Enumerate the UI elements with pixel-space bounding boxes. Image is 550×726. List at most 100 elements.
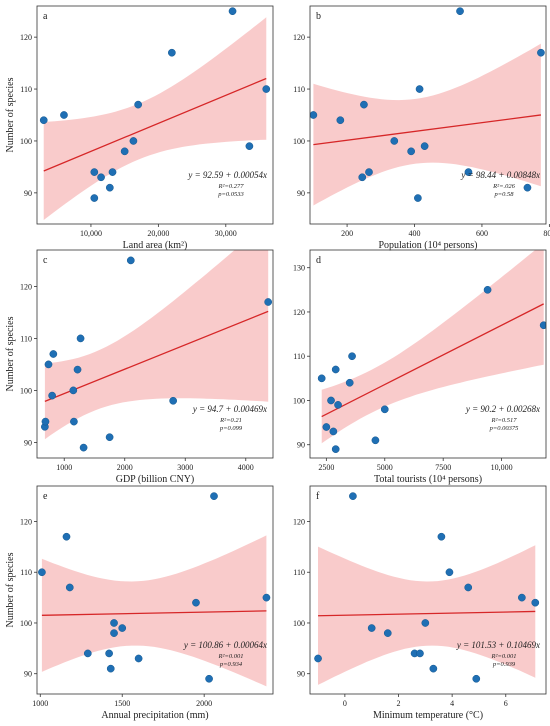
- panel-letter: c: [43, 255, 48, 266]
- panel-b: 200 400 600 800 90 100 110 120 b Population (10⁴ …: [293, 5, 550, 251]
- panel-letter: d: [316, 255, 321, 266]
- data-point: [38, 568, 46, 577]
- data-point: [168, 48, 176, 57]
- x-tick-label: 2500: [318, 463, 334, 472]
- y-tick-label: 120: [293, 308, 305, 317]
- x-tick-label: 1500: [114, 699, 130, 708]
- r-squared: R²=0.001: [491, 653, 517, 660]
- data-point: [310, 111, 318, 119]
- x-tick-label: 30,000: [215, 229, 237, 238]
- data-point: [336, 116, 345, 125]
- data-point: [348, 352, 356, 361]
- panel-d: 2500 5000 7500 10,000 90 100 110 120 130 d Total t…: [293, 249, 547, 485]
- x-axis-label: Minimum temperature (°C): [373, 710, 483, 721]
- regression-equation: y = 94.7 + 0.00469x: [192, 404, 267, 414]
- data-point: [205, 674, 213, 683]
- plot-frame: [309, 249, 547, 459]
- x-axis-label: Population (10⁴ persons): [378, 240, 477, 251]
- data-point: [134, 100, 142, 109]
- y-tick-label: 100: [293, 137, 305, 146]
- x-tick-label: 200: [341, 229, 353, 238]
- x-tick-label: 7500: [435, 463, 451, 472]
- x-tick-label: 20,000: [147, 229, 169, 238]
- data-point: [105, 433, 114, 442]
- data-point: [108, 168, 117, 176]
- data-point: [97, 173, 105, 182]
- plot-frame: [36, 485, 274, 695]
- r-squared: R²=0.001: [218, 653, 244, 660]
- y-tick-label: 90: [24, 438, 32, 447]
- data-point: [345, 378, 354, 387]
- data-point: [464, 168, 473, 176]
- r-squared: R²=0.277: [218, 183, 245, 190]
- data-point: [531, 598, 540, 607]
- regression-line: [44, 310, 269, 402]
- data-point: [420, 142, 429, 150]
- data-point: [483, 285, 492, 294]
- x-tick-label: 0: [343, 699, 347, 708]
- confidence-band: [318, 545, 536, 685]
- data-point: [169, 396, 178, 405]
- x-tick-label: 3000: [177, 463, 193, 472]
- data-point: [456, 7, 464, 16]
- data-point: [105, 183, 114, 192]
- data-point: [44, 360, 53, 369]
- regression-equation: y = 92.59 + 0.00054x: [187, 170, 267, 180]
- x-tick-label: 4000: [238, 463, 254, 472]
- data-point: [523, 183, 532, 192]
- data-point: [358, 173, 367, 182]
- panel-a: 10,000 20,000 30,000 90 100 110 120 a Land area …: [5, 5, 274, 251]
- confidence-band: [43, 17, 267, 220]
- x-tick-label: 1000: [56, 463, 72, 472]
- regression-line: [321, 303, 544, 418]
- data-point: [349, 492, 357, 500]
- data-point: [192, 598, 200, 607]
- regression-equation: y = 101.53 + 0.10469x: [456, 640, 540, 650]
- x-tick-label: 10,000: [80, 229, 102, 238]
- plot-area-d: [317, 250, 546, 453]
- regression-line: [43, 77, 267, 172]
- r-squared: R²=0.517: [491, 417, 518, 424]
- data-point: [314, 654, 322, 663]
- data-point: [110, 619, 118, 627]
- data-point: [110, 629, 118, 637]
- data-point: [414, 194, 422, 202]
- x-tick-label: 6: [504, 699, 508, 708]
- y-tick-label: 120: [293, 33, 305, 42]
- x-tick-label: 2000: [117, 463, 133, 472]
- data-point: [262, 85, 271, 93]
- regression-equation: y = 98.44 + 0.00848x: [460, 170, 540, 180]
- y-tick-label: 100: [293, 619, 305, 628]
- x-tick-label: 5000: [377, 463, 393, 472]
- data-point: [228, 7, 237, 16]
- data-point: [120, 147, 129, 156]
- p-value: p=0.00375: [489, 425, 520, 432]
- x-tick-label: 600: [476, 229, 488, 238]
- data-point: [83, 649, 92, 658]
- y-tick-label: 110: [293, 352, 305, 361]
- panel-letter: b: [316, 11, 321, 22]
- panel-letter: e: [43, 491, 48, 502]
- data-point: [118, 624, 127, 632]
- data-point: [334, 401, 342, 409]
- p-value: p=0.0533: [217, 191, 244, 198]
- data-point: [65, 583, 74, 592]
- x-tick-label: 4: [450, 699, 454, 708]
- data-point: [70, 417, 78, 426]
- y-axis-label: Number of species: [5, 77, 16, 152]
- data-point: [380, 405, 389, 414]
- y-tick-label: 90: [297, 670, 305, 679]
- y-tick-label: 110: [293, 568, 305, 577]
- data-point: [331, 445, 340, 453]
- data-point: [69, 386, 78, 395]
- x-tick-label: 800: [543, 229, 550, 238]
- regression-line: [41, 610, 267, 616]
- data-point: [317, 374, 326, 383]
- plot-area-e: [38, 492, 271, 687]
- data-point: [383, 629, 392, 637]
- panel-letter: a: [43, 11, 48, 22]
- y-tick-label: 100: [293, 396, 305, 405]
- data-point: [76, 334, 85, 343]
- p-value: p=0.934: [219, 661, 243, 668]
- panel-e: 1000 1500 2000 90 100 110 120 e Annual precipita…: [5, 485, 274, 721]
